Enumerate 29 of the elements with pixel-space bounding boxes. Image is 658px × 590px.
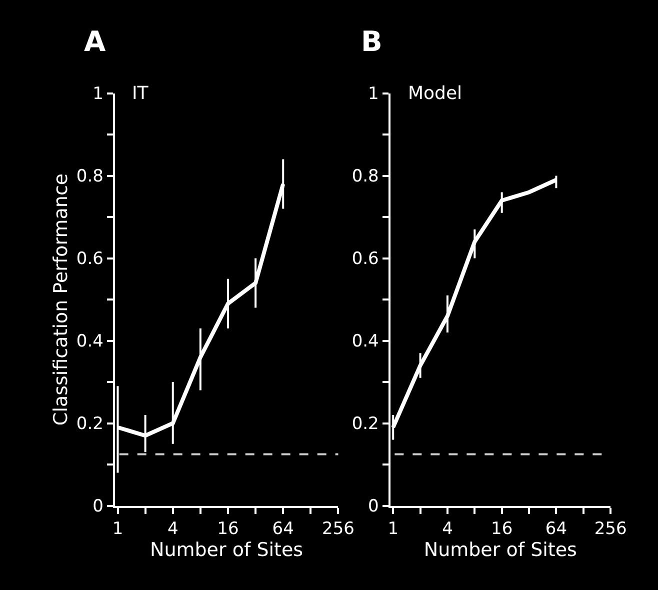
x-tick-label: 64 xyxy=(272,519,294,540)
x-axis-title: Number of Sites xyxy=(150,539,304,562)
chart-title: A xyxy=(84,25,106,58)
x-tick-label: 64 xyxy=(545,519,568,540)
y-tick-label: 0.4 xyxy=(76,332,104,352)
x-tick-label: 1 xyxy=(112,519,124,540)
x-tick-label: 16 xyxy=(217,519,239,540)
y-tick-label: 0 xyxy=(368,496,379,517)
y-axis-title: Classification Performance xyxy=(50,173,72,426)
y-tick-label: 0.8 xyxy=(352,166,379,187)
y-tick-label: 1 xyxy=(368,84,379,104)
y-tick-label: 0.2 xyxy=(352,414,379,434)
y-tick-label: 0.6 xyxy=(352,249,379,270)
x-tick-label: 1 xyxy=(388,519,399,540)
x-axis-title: Number of Sites xyxy=(424,539,577,562)
y-tick-label: 1 xyxy=(92,84,104,104)
text: IT xyxy=(132,83,150,104)
x-tick-label: 4 xyxy=(442,519,453,540)
y-tick-label: 0.4 xyxy=(352,332,379,352)
x-tick-label: 4 xyxy=(167,519,178,540)
y-tick-label: 0.8 xyxy=(76,166,104,187)
text: Model xyxy=(408,83,462,104)
x-tick-label: 256 xyxy=(322,519,354,540)
y-tick-label: 0 xyxy=(92,496,104,517)
x-tick-label: 256 xyxy=(594,519,627,540)
y-tick-label: 0.6 xyxy=(76,249,104,270)
x-tick-label: 16 xyxy=(491,519,513,540)
chart-title: B xyxy=(361,25,382,58)
y-tick-label: 0.2 xyxy=(76,414,104,434)
